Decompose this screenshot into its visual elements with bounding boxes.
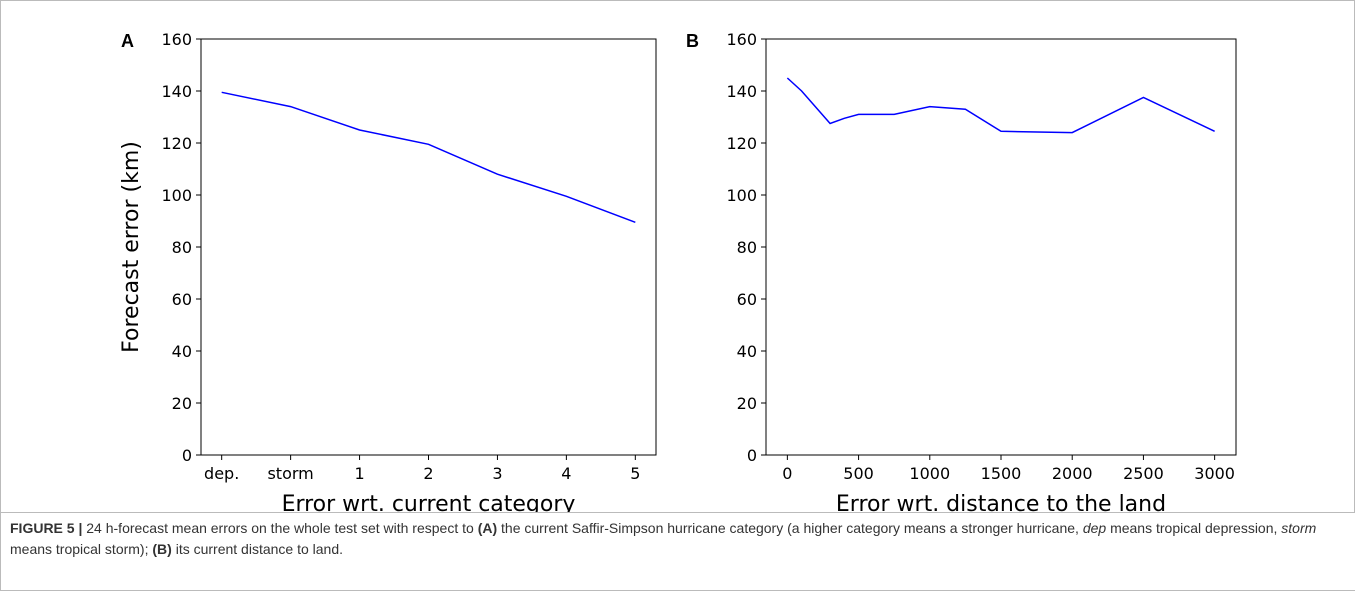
x-axis-label: Error wrt. current category	[282, 492, 576, 512]
y-tick-label: 60	[737, 290, 757, 309]
x-tick-label: 3	[492, 464, 502, 483]
x-tick-label: 5	[630, 464, 640, 483]
caption-run: (A)	[477, 520, 498, 536]
caption-run: its current distance to land.	[171, 541, 344, 557]
x-tick-label: 0	[782, 464, 792, 483]
x-tick-label: 2500	[1123, 464, 1164, 483]
x-tick-label: 4	[561, 464, 571, 483]
y-tick-label: 140	[161, 82, 192, 101]
y-axis-label: Forecast error (km)	[119, 141, 144, 353]
x-tick-label: 500	[843, 464, 874, 483]
x-tick-label: 2000	[1052, 464, 1093, 483]
y-tick-label: 160	[726, 30, 757, 49]
x-tick-label: 3000	[1194, 464, 1235, 483]
caption-run: 24 h-forecast mean errors on the whole t…	[82, 520, 478, 536]
x-tick-label: 2	[423, 464, 433, 483]
y-tick-label: 100	[161, 186, 192, 205]
x-tick-label: 1500	[981, 464, 1022, 483]
caption-run: means tropical storm);	[10, 520, 1321, 557]
caption-run: (B)	[152, 541, 172, 557]
caption-run: the current Saffir-Simpson hurricane cat…	[497, 520, 1083, 536]
y-tick-label: 40	[172, 342, 192, 361]
y-tick-label: 0	[747, 446, 757, 465]
x-tick-label: storm	[267, 464, 313, 483]
y-tick-label: 100	[726, 186, 757, 205]
x-tick-label: 1	[354, 464, 364, 483]
data-line	[786, 77, 1215, 134]
caption-run: means tropical depression,	[1106, 520, 1282, 536]
caption-run: FIGURE 5 |	[10, 520, 83, 536]
axes-frame	[200, 38, 657, 456]
y-tick-label: 80	[737, 238, 757, 257]
caption-run: dep	[1082, 520, 1107, 536]
y-tick-label: 60	[172, 290, 192, 309]
y-tick-label: 40	[737, 342, 757, 361]
y-tick-label: 120	[726, 134, 757, 153]
y-tick-label: 0	[182, 446, 192, 465]
panel-label: B	[686, 31, 699, 51]
axes-frame	[765, 38, 1237, 456]
figure: 0 20 40 60 80 100 120 140 160 dep. storm 1 2 3 4 5 A Erro…	[0, 0, 1355, 517]
y-tick-label: 80	[172, 238, 192, 257]
x-axis-label: Error wrt. distance to the land	[836, 492, 1166, 512]
panel-label: A	[121, 31, 134, 51]
x-tick-label: dep.	[204, 464, 239, 483]
y-tick-label: 160	[161, 30, 192, 49]
y-tick-label: 20	[172, 394, 192, 413]
y-tick-label: 140	[726, 82, 757, 101]
x-tick-label: 1000	[909, 464, 950, 483]
y-tick-label: 120	[161, 134, 192, 153]
data-line	[221, 91, 636, 224]
charts: 0 20 40 60 80 100 120 140 160 dep. storm 1 2 3 4 5 A Erro…	[119, 30, 1237, 517]
caption: FIGURE 5 | 24 h-forecast mean errors on …	[0, 512, 1355, 591]
y-tick-label: 20	[737, 394, 757, 413]
caption-run: storm	[1281, 520, 1317, 536]
